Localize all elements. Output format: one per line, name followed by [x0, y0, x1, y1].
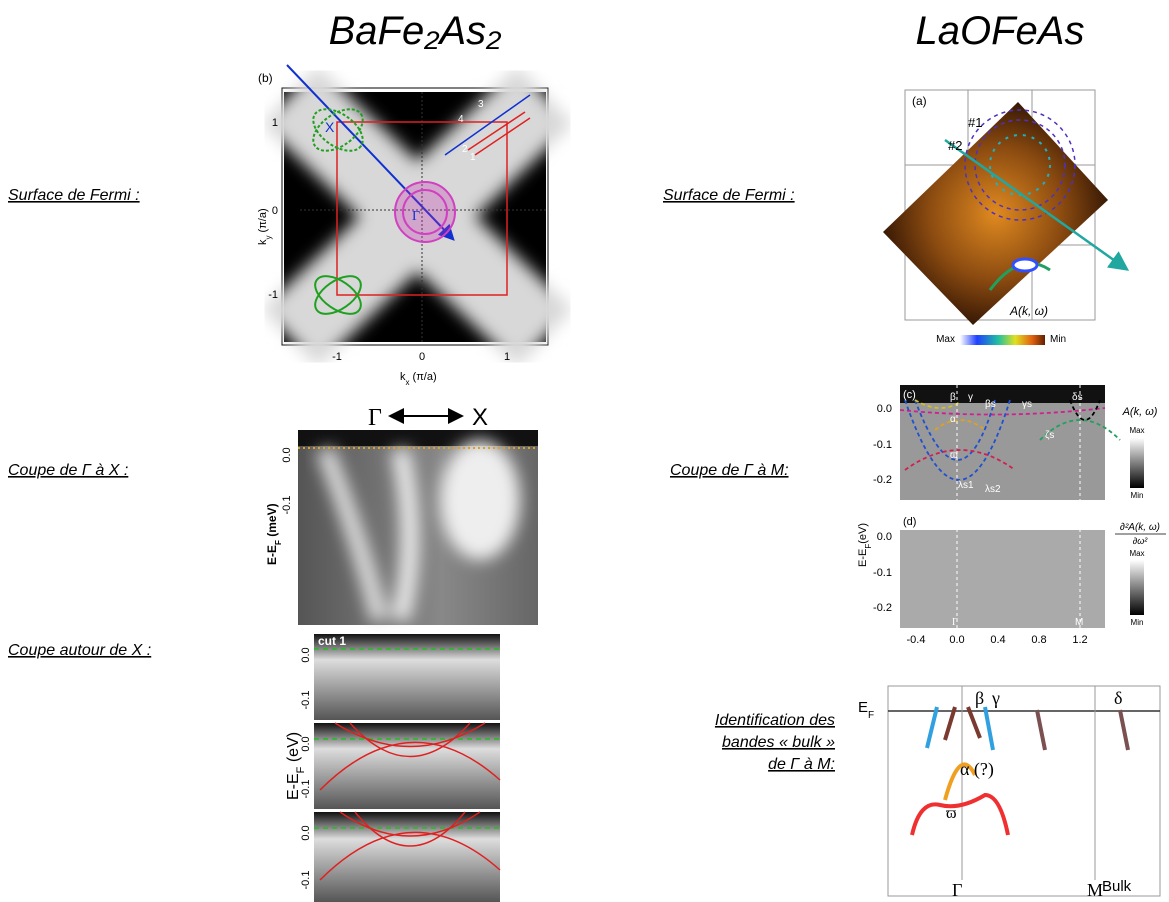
band-label: α (?)	[960, 759, 994, 780]
colorbar-label: Max	[936, 334, 955, 345]
cut-label: #2	[948, 138, 962, 153]
cut-label: 1	[470, 152, 476, 163]
row-label: de Γ à M:	[768, 756, 835, 773]
tick-label: 0.8	[1031, 634, 1046, 646]
band-label: ϖ	[950, 450, 958, 461]
tick-label: -0.1	[281, 496, 293, 515]
colorbar-label: Min	[1131, 491, 1144, 500]
point-label: Γ	[952, 617, 958, 628]
colorbar-title: ∂²A(k, ω)	[1120, 522, 1160, 533]
band-label: ζs	[1045, 430, 1054, 441]
axis-label: E-EF (meV)	[265, 503, 283, 565]
band-label: β	[950, 392, 956, 403]
row-label: Coupe autour de X :	[8, 642, 151, 659]
tick-label: 1.2	[1072, 634, 1087, 646]
row-label: Coupe de Γ à M:	[670, 462, 789, 479]
band-label: λs1	[958, 480, 974, 491]
cut-label: #1	[968, 115, 982, 130]
row-label: Coupe de Γ à X :	[8, 462, 128, 479]
title-left: BaFe₂As₂	[329, 9, 502, 53]
panel-label: (d)	[903, 516, 916, 528]
head-label: X	[472, 404, 488, 431]
axis-label: kx (π/a)	[400, 371, 437, 387]
tick-label: -1	[332, 351, 342, 363]
tick-label: 0.0	[300, 736, 312, 751]
row-label: Identification des	[715, 712, 835, 729]
colorbar-label: Max	[1129, 426, 1144, 435]
cut-x: cut 1 0.0 -0.1 0.0 -0.1 0.0 -0.1 E-EF (e…	[285, 634, 501, 902]
band-label: λs2	[985, 484, 1001, 495]
point-label: Γ	[952, 880, 963, 900]
tick-label: 0.0	[300, 647, 312, 662]
ef-label: EF	[858, 699, 874, 721]
point-label: Γ	[412, 209, 420, 224]
band-label: ϖ	[946, 805, 957, 822]
colorbar-label: Min	[1050, 334, 1066, 345]
band-label: α	[950, 414, 956, 425]
tick-label: 0.0	[949, 634, 964, 646]
band-label: γ	[968, 392, 973, 403]
cut-gx: Γ X 0.0 -0.1 E-EF (meV)	[265, 404, 538, 625]
tick-label: 0	[272, 205, 278, 217]
panel-label: cut 1	[318, 634, 346, 648]
tick-label: 0.4	[990, 634, 1005, 646]
tick-label: 1	[272, 117, 278, 129]
band-label: βs	[985, 399, 996, 410]
row-label: bandes « bulk »	[722, 734, 835, 751]
axis-label: ky (π/a)	[257, 208, 273, 245]
band-label: γ	[991, 688, 1000, 708]
tick-label: -0.2	[873, 474, 892, 486]
tick-label: -0.1	[300, 780, 312, 799]
point-label: M	[1075, 617, 1083, 628]
tick-label: -0.1	[873, 439, 892, 451]
cut-gm: (c) (d) β γ βs α γs δs ζs ϖ λs1 λs2 0.0 …	[857, 385, 1166, 646]
tick-label: -0.2	[873, 602, 892, 614]
panel-label: (b)	[258, 71, 273, 85]
fermi-map-right: (a) #1 #2 A(k, ω) Max Min	[883, 89, 1130, 345]
cut-label: 2	[462, 144, 468, 155]
panel-label: (a)	[912, 94, 927, 108]
tick-label: -1	[268, 289, 278, 301]
tick-label: 0.0	[877, 403, 892, 415]
axis-label: E-EF (eV)	[285, 732, 307, 800]
head-label: Γ	[368, 405, 382, 431]
panel-label: (c)	[903, 389, 916, 401]
band-label: δs	[1072, 392, 1083, 403]
tick-label: 0.0	[877, 531, 892, 543]
axis-label: E-EF(eV)	[857, 523, 873, 567]
band-label: δ	[1114, 688, 1122, 708]
row-label: Surface de Fermi :	[663, 187, 795, 204]
tick-label: -0.1	[300, 691, 312, 710]
cut-label: 3	[478, 99, 484, 110]
tick-label: 0	[419, 351, 425, 363]
colorbar-label: Max	[1129, 549, 1144, 558]
colorbar-title: A(k, ω)	[1009, 304, 1048, 318]
bulk-label: Bulk	[1102, 878, 1132, 895]
tick-label: 0.0	[281, 447, 293, 462]
tick-label: 0.0	[300, 825, 312, 840]
point-label: X	[325, 119, 335, 135]
tick-label: 1	[504, 351, 510, 363]
point-label: M	[1087, 880, 1104, 900]
fermi-map-left: (b) 1 0 -1 -1 0 1 ky (π/a) kx (π/a) X Γ …	[257, 64, 573, 387]
row-label: Surface de Fermi :	[8, 187, 140, 204]
tick-label: -0.1	[300, 871, 312, 890]
colorbar-title: A(k, ω)	[1122, 406, 1158, 418]
cut-label: 4	[458, 114, 464, 125]
bulk-bands: EF β γ δ α (?) ϖ Bulk	[858, 685, 1161, 897]
band-label: β	[975, 688, 984, 708]
colorbar-label: Min	[1131, 618, 1144, 627]
title-right: LaOFeAs	[916, 9, 1085, 53]
tick-label: -0.4	[907, 634, 926, 646]
colorbar-title: ∂ω²	[1133, 536, 1148, 546]
band-label: γs	[1022, 399, 1032, 410]
tick-label: -0.1	[873, 567, 892, 579]
